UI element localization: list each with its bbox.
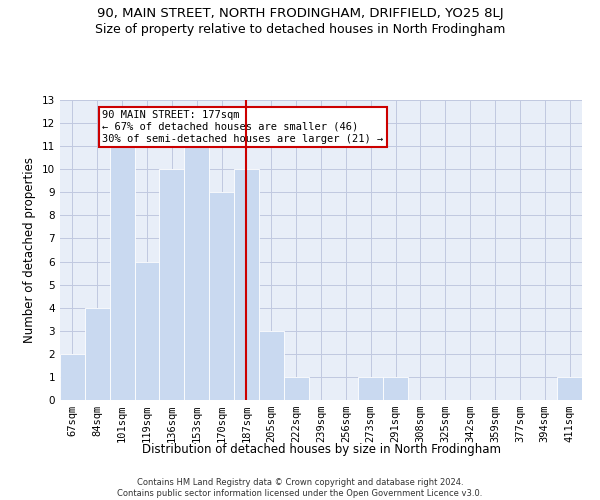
Text: Distribution of detached houses by size in North Frodingham: Distribution of detached houses by size … [142, 442, 500, 456]
Bar [259, 331, 284, 400]
Bar [383, 377, 408, 400]
Bar [358, 377, 383, 400]
Bar [209, 192, 234, 400]
Bar [134, 262, 160, 400]
Text: Size of property relative to detached houses in North Frodingham: Size of property relative to detached ho… [95, 22, 505, 36]
Bar [110, 146, 134, 400]
Bar [284, 377, 308, 400]
Text: 90, MAIN STREET, NORTH FRODINGHAM, DRIFFIELD, YO25 8LJ: 90, MAIN STREET, NORTH FRODINGHAM, DRIFF… [97, 8, 503, 20]
Bar [85, 308, 110, 400]
Y-axis label: Number of detached properties: Number of detached properties [23, 157, 37, 343]
Bar [184, 146, 209, 400]
Bar [60, 354, 85, 400]
Text: 90 MAIN STREET: 177sqm
← 67% of detached houses are smaller (46)
30% of semi-det: 90 MAIN STREET: 177sqm ← 67% of detached… [102, 110, 383, 144]
Bar [160, 169, 184, 400]
Bar [557, 377, 582, 400]
Bar [234, 169, 259, 400]
Text: Contains HM Land Registry data © Crown copyright and database right 2024.
Contai: Contains HM Land Registry data © Crown c… [118, 478, 482, 498]
